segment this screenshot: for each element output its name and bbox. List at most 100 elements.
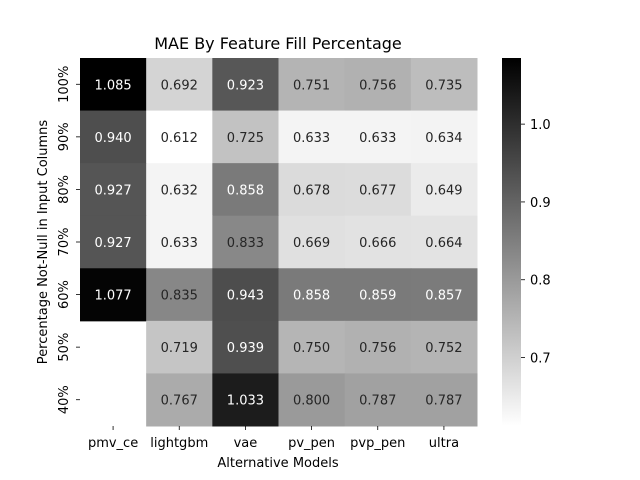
heatmap-cell <box>212 110 279 164</box>
heatmap-cell <box>212 215 279 269</box>
colorbar <box>502 58 521 426</box>
heatmap-cell <box>146 163 213 217</box>
cell-value-label: 0.649 <box>425 183 462 198</box>
heatmap-cell <box>80 58 147 112</box>
cell-value-label: 1.033 <box>227 394 264 409</box>
heatmap-cell <box>344 163 412 217</box>
cell-value-label: 0.612 <box>161 131 198 146</box>
heatmap-cell <box>278 163 346 217</box>
heatmap-cell <box>344 320 412 374</box>
heatmap-cell <box>410 373 478 427</box>
heatmap-cell <box>212 163 279 217</box>
heatmap-cells: 1.085 0.692 0.923 0.751 0.756 0.735 0.940 0.612… <box>80 58 478 427</box>
x-axis-label: Alternative Models <box>217 456 338 471</box>
cell-value-label: 0.678 <box>293 183 330 198</box>
x-tick-label: ultra <box>429 436 459 451</box>
cell-value-label: 0.756 <box>359 78 396 93</box>
cell-value-label: 0.943 <box>227 289 264 304</box>
heatmap-cell <box>146 58 213 112</box>
cell-value-label: 0.833 <box>227 236 264 251</box>
cell-value-label: 0.927 <box>94 236 131 251</box>
cell-value-label: 0.633 <box>359 131 396 146</box>
heatmap-cell <box>212 268 279 322</box>
y-tick-label: 60% <box>57 280 72 309</box>
cell-value-label: 0.835 <box>161 289 198 304</box>
heatmap-cell <box>212 320 279 374</box>
heatmap-cell <box>344 373 412 427</box>
cell-value-label: 0.939 <box>227 341 264 356</box>
x-axis-ticks: pmv_ce lightgbm vae pv_pen pvp_pen ultra <box>88 426 459 451</box>
y-tick-label: 40% <box>57 385 72 414</box>
cell-value-label: 0.632 <box>161 183 198 198</box>
heatmap-cell <box>278 58 346 112</box>
colorbar-tick-label: 0.7 <box>530 352 551 367</box>
heatmap-cell <box>146 110 213 164</box>
heatmap-cell <box>80 163 147 217</box>
x-tick-label: lightgbm <box>150 436 208 451</box>
cell-value-label: 0.923 <box>227 78 264 93</box>
heatmap-cell <box>410 58 478 112</box>
heatmap-cell <box>344 110 412 164</box>
cell-value-label: 0.940 <box>94 131 131 146</box>
heatmap-cell <box>146 373 213 427</box>
heatmap-cell <box>410 215 478 269</box>
chart-title: MAE By Feature Fill Percentage <box>154 34 402 53</box>
heatmap-cell <box>410 268 478 322</box>
cell-value-label: 0.787 <box>425 394 462 409</box>
y-tick-label: 90% <box>57 122 72 151</box>
cell-value-label: 0.756 <box>359 341 396 356</box>
cell-value-label: 0.767 <box>161 394 198 409</box>
heatmap-cell <box>80 110 147 164</box>
colorbar-tick-label: 0.8 <box>530 274 551 289</box>
y-tick-label: 70% <box>57 228 72 257</box>
cell-value-label: 0.857 <box>425 289 462 304</box>
cell-value-label: 0.666 <box>359 236 396 251</box>
cell-value-label: 0.719 <box>161 341 198 356</box>
cell-value-label: 0.669 <box>293 236 330 251</box>
heatmap-cell <box>278 110 346 164</box>
y-tick-label: 50% <box>57 333 72 362</box>
x-tick-label: pv_pen <box>288 436 335 451</box>
heatmap-cell <box>212 373 279 427</box>
cell-value-label: 0.692 <box>161 78 198 93</box>
cell-value-label: 0.677 <box>359 183 396 198</box>
cell-value-label: 1.085 <box>94 78 131 93</box>
heatmap-cell <box>410 320 478 374</box>
heatmap-cell <box>278 268 346 322</box>
heatmap-cell <box>278 215 346 269</box>
heatmap-cell <box>410 163 478 217</box>
cell-value-label: 0.750 <box>293 341 330 356</box>
cell-value-label: 0.633 <box>293 131 330 146</box>
heatmap-cell <box>146 320 213 374</box>
heatmap-cell <box>212 58 279 112</box>
cell-value-label: 0.787 <box>359 394 396 409</box>
cell-value-label: 0.725 <box>227 131 264 146</box>
colorbar-ticks: 0.7 0.8 0.9 1.0 <box>521 118 551 367</box>
cell-value-label: 0.633 <box>161 236 198 251</box>
heatmap-cell <box>146 268 213 322</box>
colorbar-tick-label: 1.0 <box>530 118 551 133</box>
cell-value-label: 0.858 <box>227 183 264 198</box>
cell-value-label: 0.927 <box>94 183 131 198</box>
cell-value-label: 1.077 <box>94 289 131 304</box>
y-axis-label: Percentage Not-Null in Input Columns <box>36 120 51 365</box>
cell-value-label: 0.858 <box>293 289 330 304</box>
heatmap-cell <box>410 110 478 164</box>
heatmap-cell <box>344 58 412 112</box>
cell-value-label: 0.751 <box>293 78 330 93</box>
heatmap-cell <box>80 268 147 322</box>
heatmap-cell <box>146 215 213 269</box>
x-tick-label: pmv_ce <box>88 436 138 451</box>
cell-value-label: 0.735 <box>425 78 462 93</box>
heatmap-cell <box>344 215 412 269</box>
cell-value-label: 0.800 <box>293 394 330 409</box>
y-axis-ticks: 100% 90% 80% 70% 60% 50% 40% <box>57 66 80 414</box>
x-tick-label: vae <box>234 436 258 451</box>
cell-value-label: 0.664 <box>425 236 462 251</box>
colorbar-tick-label: 0.9 <box>530 196 551 211</box>
cell-value-label: 0.859 <box>359 289 396 304</box>
heatmap-cell <box>278 373 346 427</box>
cell-value-label: 0.634 <box>425 131 462 146</box>
heatmap-cell <box>344 268 412 322</box>
